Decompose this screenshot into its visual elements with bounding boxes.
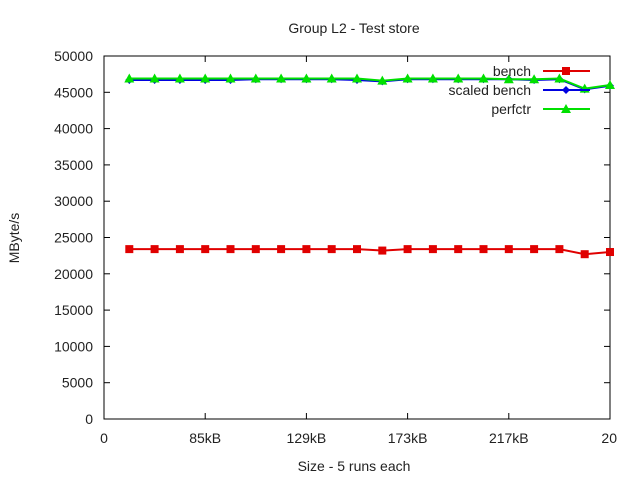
- data-point: [251, 245, 260, 254]
- x-tick-label: 20: [601, 430, 617, 446]
- y-tick-label: 50000: [54, 48, 93, 64]
- data-point: [580, 250, 589, 259]
- plot-frame: [103, 55, 611, 420]
- legend-label: perfctr: [491, 101, 531, 117]
- y-tick-label: 40000: [54, 121, 93, 137]
- x-tick-label: 217kB: [489, 430, 529, 446]
- series-layer: [124, 73, 615, 259]
- y-tick-label: 5000: [62, 375, 93, 391]
- data-point: [326, 73, 337, 83]
- data-point: [530, 245, 539, 254]
- chart-title: Group L2 - Test store: [288, 20, 419, 36]
- y-tick-label: 45000: [54, 84, 93, 100]
- y-tick-label: 15000: [54, 302, 93, 318]
- data-point: [377, 75, 388, 85]
- data-point: [378, 246, 387, 255]
- legend-label: scaled bench: [448, 82, 531, 98]
- y-tick-label: 35000: [54, 157, 93, 173]
- x-tick-label: 85kB: [189, 430, 221, 446]
- data-point: [276, 73, 287, 83]
- y-tick-label: 0: [85, 411, 93, 427]
- legend: bench scaled bench perfctr: [448, 63, 590, 117]
- data-point: [150, 245, 159, 254]
- data-point: [427, 73, 438, 83]
- data-point: [478, 73, 489, 83]
- data-point: [503, 74, 514, 84]
- data-point: [149, 73, 160, 83]
- series-bench: [125, 245, 614, 259]
- data-point: [605, 80, 615, 90]
- legend-label: bench: [493, 63, 531, 79]
- data-point: [226, 245, 235, 254]
- data-point: [124, 73, 135, 83]
- series-perfctr: [124, 73, 615, 93]
- y-tick-label: 10000: [54, 338, 93, 354]
- data-point: [301, 73, 312, 83]
- data-point: [225, 73, 236, 83]
- legend-swatch-marker: [562, 67, 570, 75]
- data-point: [125, 245, 134, 254]
- data-point: [353, 245, 361, 254]
- data-point: [428, 245, 437, 254]
- data-point: [504, 245, 513, 254]
- data-point: [327, 245, 336, 254]
- y-tick-label: 30000: [54, 193, 93, 209]
- data-point: [453, 73, 464, 83]
- data-point: [554, 73, 565, 83]
- data-point: [175, 245, 184, 254]
- data-point: [403, 245, 412, 254]
- x-tick-label: 129kB: [287, 430, 327, 446]
- series-line: [129, 77, 611, 90]
- data-point: [606, 248, 614, 257]
- data-point: [555, 245, 564, 254]
- data-point: [529, 74, 540, 84]
- y-axis-ticks: 0 5000 10000 15000 20000 25000 30000 35000 40000…: [54, 48, 610, 427]
- data-point: [479, 245, 488, 254]
- data-point: [200, 73, 211, 83]
- data-point: [174, 73, 185, 83]
- data-point: [454, 245, 463, 254]
- x-axis-label: Size - 5 runs each: [298, 458, 411, 474]
- legend-swatch-marker: [562, 86, 570, 94]
- x-tick-label: 0: [100, 430, 108, 446]
- data-point: [201, 245, 210, 254]
- y-axis-label: MByte/s: [6, 213, 22, 264]
- data-point: [277, 245, 286, 254]
- x-tick-label: 173kB: [388, 430, 428, 446]
- data-point: [302, 245, 311, 254]
- data-point: [402, 73, 413, 83]
- data-point: [250, 73, 261, 83]
- data-point: [352, 73, 362, 83]
- y-tick-label: 25000: [54, 230, 93, 246]
- y-tick-label: 20000: [54, 266, 93, 282]
- series-line: [129, 248, 611, 256]
- legend-swatch-marker: [561, 104, 571, 113]
- x-axis-ticks: 0 85kB 129kB 173kB 217kB 20: [100, 56, 617, 446]
